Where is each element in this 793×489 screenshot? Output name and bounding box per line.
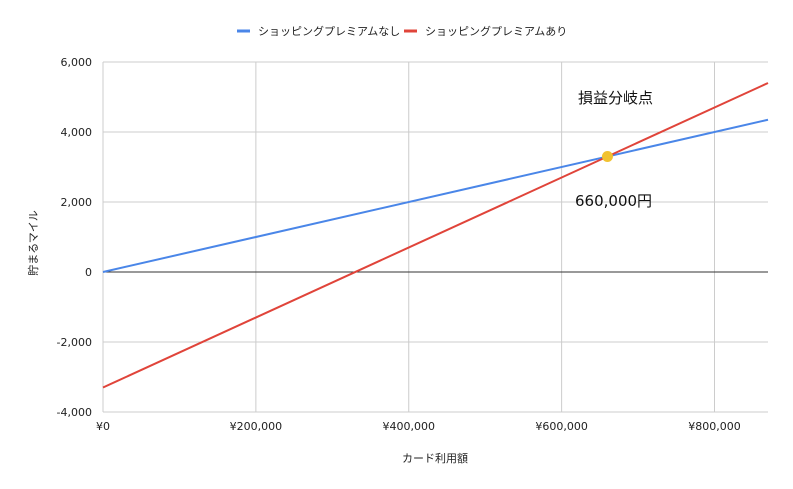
y-tick-label: -2,000 bbox=[57, 336, 92, 349]
tick-labels: -4,000 -2,000 0 2,000 4,000 6,000 ¥0 ¥200,000 ¥4… bbox=[57, 56, 741, 433]
legend: ショッピングプレミアムなし ショッピングプレミアムあり bbox=[237, 24, 567, 38]
series-line-1 bbox=[102, 118, 769, 273]
series-line-2 bbox=[102, 82, 769, 389]
legend-label-2: ショッピングプレミアムあり bbox=[425, 24, 567, 38]
y-tick-label: -4,000 bbox=[57, 406, 92, 419]
y-axis-title: 貯まるマイル bbox=[27, 210, 40, 276]
breakeven-marker-group bbox=[601, 151, 613, 162]
y-tick-label: 2,000 bbox=[61, 196, 93, 209]
x-axis-title: カード利用額 bbox=[402, 452, 468, 465]
x-tick-label: ¥200,000 bbox=[230, 420, 283, 433]
breakeven-marker bbox=[601, 151, 613, 162]
x-tick-label: ¥800,000 bbox=[688, 420, 741, 433]
y-tick-label: 4,000 bbox=[61, 126, 93, 139]
series-lines bbox=[102, 82, 769, 389]
legend-label-1: ショッピングプレミアムなし bbox=[258, 24, 400, 38]
x-tick-label: ¥600,000 bbox=[535, 420, 588, 433]
grid bbox=[102, 61, 768, 413]
y-tick-label: 6,000 bbox=[61, 56, 93, 69]
y-tick-label: 0 bbox=[85, 266, 92, 279]
breakeven-value: 660,000円 bbox=[575, 192, 652, 210]
x-tick-label: ¥400,000 bbox=[382, 420, 435, 433]
x-tick-label: ¥0 bbox=[96, 420, 110, 433]
breakeven-title: 損益分岐点 bbox=[578, 89, 653, 107]
